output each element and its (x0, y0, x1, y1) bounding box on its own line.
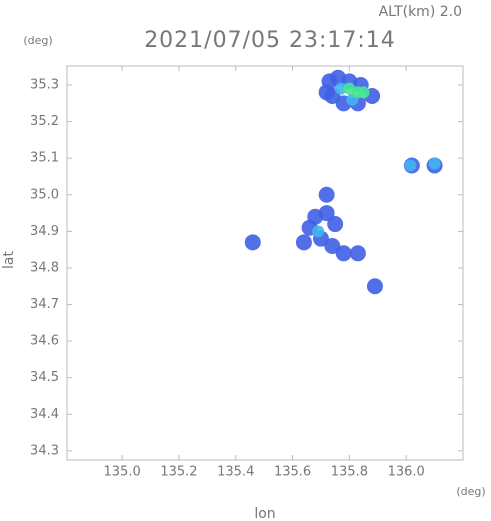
echo-point (324, 237, 341, 254)
x-tick-label: 136.0 (388, 465, 425, 480)
echo-point (349, 245, 366, 262)
x-tick-label: 135.6 (274, 465, 311, 480)
y-tick-label: 34.6 (30, 334, 59, 349)
y-tick-label: 35.2 (30, 114, 59, 129)
x-axis-label: lon (254, 506, 275, 521)
echo-point (334, 82, 347, 95)
echo-point (312, 225, 325, 238)
x-unit: (deg) (456, 485, 485, 498)
echo-point (318, 84, 335, 101)
x-tick-label: 135.4 (217, 465, 254, 480)
y-tick-label: 34.7 (30, 297, 59, 312)
x-tick-label: 135.8 (331, 465, 368, 480)
echo-point (357, 86, 370, 99)
echo-point (428, 157, 441, 170)
y-tick-label: 35.1 (30, 151, 59, 166)
y-tick-label: 35.0 (30, 187, 59, 202)
x-tick-label: 135.2 (160, 465, 197, 480)
echo-point (307, 208, 324, 225)
echo-point (244, 234, 261, 251)
echo-point (366, 278, 383, 295)
echo-point (335, 245, 352, 262)
y-tick-label: 35.3 (30, 78, 59, 93)
echo-point (295, 234, 312, 251)
echo-point (404, 159, 417, 172)
x-tick-label: 135.0 (104, 465, 141, 480)
plot-frame (66, 65, 464, 461)
y-tick-label: 34.3 (30, 443, 59, 458)
y-tick-label: 34.5 (30, 370, 59, 385)
altitude-label: ALT(km) 2.0 (379, 4, 462, 20)
y-axis-label: lat (1, 251, 17, 269)
echo-point (318, 186, 335, 203)
y-unit: (deg) (23, 34, 52, 47)
y-tick-label: 34.9 (30, 224, 59, 239)
y-tick-label: 34.8 (30, 260, 59, 275)
y-tick-label: 34.4 (30, 407, 59, 422)
chart-title: 2021/07/05 23:17:14 (144, 28, 396, 53)
echo-point (327, 216, 344, 233)
